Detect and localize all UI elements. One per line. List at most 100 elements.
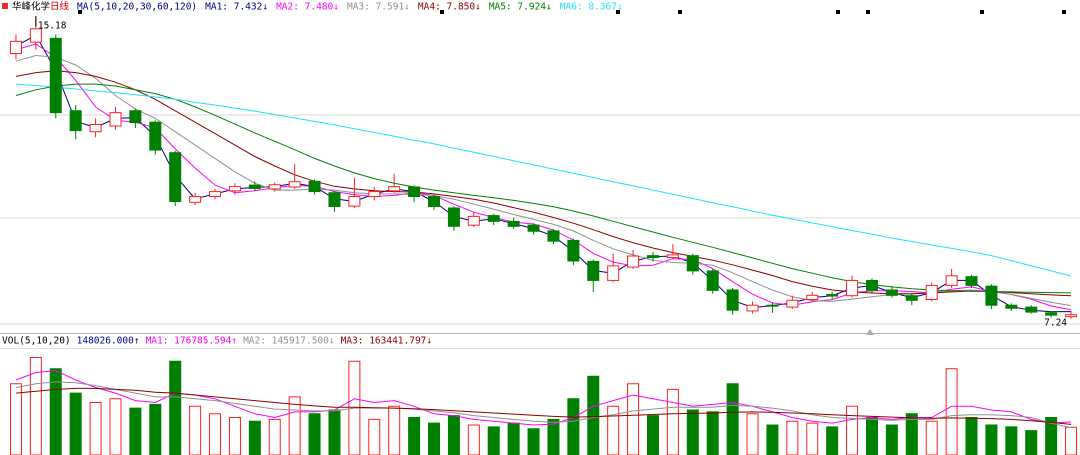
candle-body (1065, 314, 1078, 318)
candle-body (288, 181, 301, 188)
volume-bar (1065, 426, 1078, 455)
candle-body (228, 186, 241, 192)
high-annotation: 15.18 (38, 21, 67, 32)
candle-body (925, 284, 938, 300)
candle-body (428, 196, 441, 207)
volume-bar (945, 368, 958, 455)
candle-body (1045, 312, 1058, 316)
volume-bar (646, 415, 659, 455)
volume-bar (408, 417, 421, 455)
volume-bar (567, 398, 580, 455)
volume-bar (686, 409, 699, 455)
candle-body (766, 304, 779, 307)
volume-bar (1025, 430, 1038, 455)
header-text: MA5: 7.924↓ (489, 2, 552, 13)
volume-bar (666, 388, 679, 455)
position-marker (866, 329, 874, 335)
candle-body (985, 285, 998, 306)
candle-body (328, 192, 341, 207)
candle-body (388, 186, 401, 192)
header-text: MA6: 8.367↓ (560, 2, 623, 13)
header-text: 华峰化学 (12, 1, 50, 13)
stock-icon (2, 3, 8, 9)
volume-bar (368, 418, 381, 455)
candle-body (49, 37, 62, 114)
candle-body (607, 265, 620, 281)
ma-line (15, 83, 1072, 294)
candle-body (368, 191, 381, 198)
volume-bar (965, 417, 978, 455)
volume-bar (766, 424, 779, 455)
event-markers (78, 10, 1066, 14)
volume-bar (49, 368, 62, 455)
candle-body (408, 186, 421, 198)
candle-body (945, 275, 958, 286)
volume-bar (706, 411, 719, 455)
volume-bar (985, 424, 998, 455)
volume-bar (1045, 417, 1058, 455)
volume-bar (109, 398, 122, 455)
candle-body (89, 123, 102, 133)
volume-bar (29, 357, 42, 455)
header-text: MA1: 176785.594↑ (146, 336, 238, 347)
volume-bar (527, 428, 540, 455)
candle-body (905, 295, 918, 301)
candle-body (726, 289, 739, 311)
volume-bar (69, 392, 82, 455)
volume-bar (507, 422, 520, 455)
volume-bar (547, 418, 560, 455)
candle-body (627, 255, 640, 268)
candle-body (248, 184, 261, 190)
header-text: 148026.000↑ (77, 336, 140, 347)
volume-bar (428, 422, 441, 455)
candle-body (646, 255, 659, 259)
volume-bar (607, 405, 620, 455)
candle-body (268, 184, 281, 190)
candle-body (806, 294, 819, 300)
candle-body (189, 196, 202, 203)
volume-bar (308, 413, 321, 455)
header-text: MA3: 163441.797↓ (341, 336, 433, 347)
candle-body (69, 110, 82, 132)
header-text: MA(5,10,20,30,60,120) (77, 2, 197, 13)
candle-body (846, 279, 859, 297)
volume-ma-line (15, 381, 1072, 429)
volume-bar (268, 418, 281, 455)
candle-body (1025, 306, 1038, 313)
candle-body (507, 220, 520, 227)
candle-body (487, 215, 500, 222)
volume-bar (487, 426, 500, 455)
volume-bar (467, 424, 480, 455)
volume-bar (209, 413, 222, 455)
volume-bar (726, 383, 739, 455)
volume-bar (129, 407, 142, 455)
volume-bar (248, 420, 261, 455)
candle-body (547, 230, 560, 242)
volume-bar (905, 413, 918, 455)
volume-bar (169, 360, 182, 455)
candle-body (9, 40, 22, 55)
volume-ma-line (15, 387, 1072, 425)
price-header: 华峰化学 日线 MA(5,10,20,30,60,120) MA1: 7.432↓ MA… (12, 1, 623, 13)
candle-body (169, 152, 182, 203)
candle-body (1005, 304, 1018, 309)
volume-bar (89, 402, 102, 455)
candle-body (666, 254, 679, 259)
candle-body (567, 239, 580, 262)
volume-bar (328, 409, 341, 455)
volume-bar (786, 420, 799, 455)
header-text: MA2: 7.480↓ (276, 2, 339, 13)
volume-header: VOL(5,10,20) 148026.000↑ MA1: 176785.594↑ M… (2, 336, 432, 347)
header-text: MA2: 145917.500↓ (243, 336, 335, 347)
header-text: VOL(5,10,20) (2, 336, 71, 347)
volume-bar (388, 405, 401, 455)
volume-bar (447, 415, 460, 455)
candle-body (686, 255, 699, 272)
volume-bar (228, 417, 241, 455)
ma-line (15, 83, 1072, 277)
candle-body (746, 304, 759, 312)
candle-body (29, 28, 42, 43)
candle-body (129, 110, 142, 124)
